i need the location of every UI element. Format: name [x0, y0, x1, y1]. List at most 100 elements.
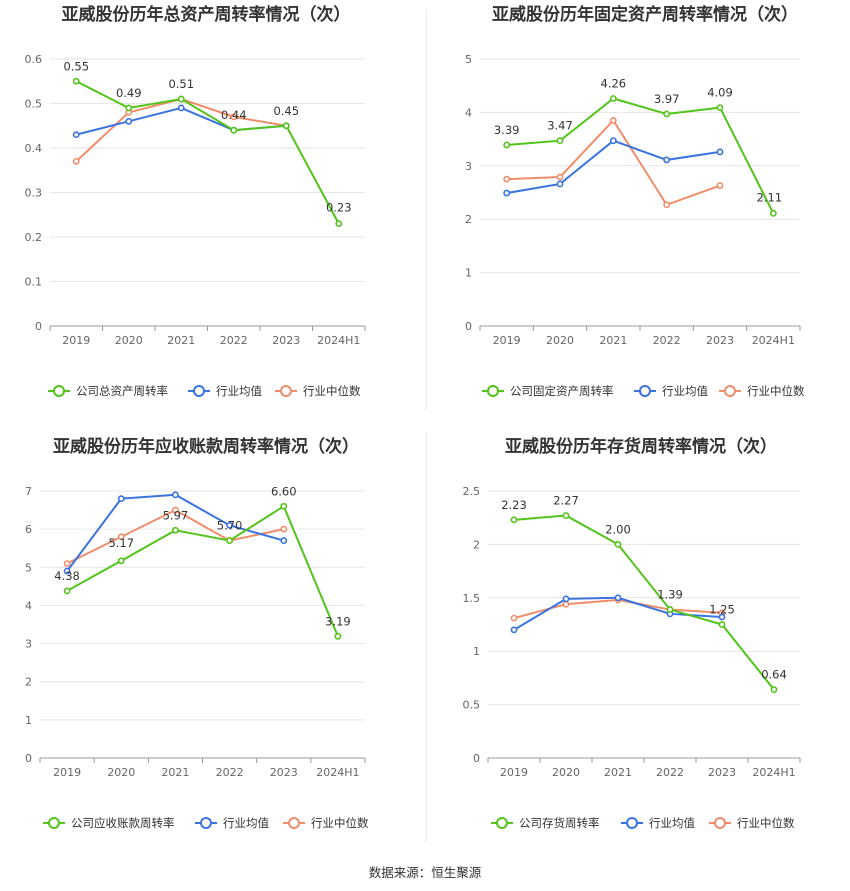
- y-tick-label: 1: [465, 267, 472, 280]
- chart-inventory-turnover: 亚威股份历年存货周转率情况（次） 0 0.5 1 1.5 2 2.5 2019 2020 2021…: [425, 432, 850, 864]
- data-point-company: [117, 557, 125, 565]
- data-point-median: [117, 533, 125, 541]
- x-tick-label: 2024H1: [316, 766, 359, 779]
- data-point-median: [63, 560, 71, 567]
- data-label: 4.38: [54, 569, 80, 583]
- y-tick-label: 0.3: [25, 187, 43, 200]
- data-point-company: [609, 95, 617, 102]
- data-point-median: [562, 600, 570, 608]
- y-tick-label: 3: [465, 160, 472, 173]
- data-point-company: [177, 95, 185, 103]
- y-tick-label: 0.1: [25, 276, 43, 289]
- data-source-text: 数据来源：恒生聚源: [368, 865, 482, 880]
- data-point-company: [172, 526, 179, 534]
- legend-marker: [288, 817, 300, 829]
- x-tick-label: 2021: [599, 334, 627, 347]
- x-tick-label: 2023: [270, 766, 298, 779]
- data-label: 1.39: [657, 588, 683, 602]
- data-label: 3.19: [325, 614, 351, 628]
- data-point-company: [663, 110, 671, 118]
- data-point-company: [63, 587, 71, 595]
- data-label: 2.23: [501, 498, 527, 512]
- data-point-company: [230, 126, 238, 134]
- x-tick-label: 2019: [53, 766, 81, 779]
- chart-title: 亚威股份历年应收账款周转率情况（次）: [53, 436, 359, 457]
- data-point-median: [230, 113, 238, 121]
- data-point-median: [663, 201, 671, 209]
- data-point-average: [716, 148, 724, 156]
- x-tick-label: 2019: [500, 766, 528, 779]
- data-point-company: [503, 141, 511, 149]
- data-label: 0.45: [273, 104, 299, 118]
- data-point-company: [125, 104, 133, 112]
- chart-title: 亚威股份历年存货周转率情况（次）: [505, 436, 777, 457]
- data-point-median: [556, 173, 564, 181]
- data-label: 6.60: [271, 484, 297, 498]
- chart-receivables-turnover: 亚威股份历年应收账款周转率情况（次） 0 1 2 3 4 5 6 7 2019 2020 2021 20…: [0, 432, 425, 864]
- x-tick-label: 2021: [161, 766, 189, 779]
- data-point-average: [172, 491, 179, 499]
- data-point-company: [282, 122, 290, 130]
- x-tick-label: 2024H1: [317, 334, 360, 347]
- data-point-average: [125, 117, 133, 125]
- y-tick-label: 6: [25, 523, 32, 536]
- series-line-company: [66, 504, 339, 637]
- data-label: 2.00: [605, 522, 631, 536]
- legend-label: 行业中位数: [303, 384, 361, 398]
- legend-marker: [724, 385, 736, 397]
- data-label: 0.44: [221, 108, 247, 122]
- legend-label: 行业中位数: [737, 816, 795, 830]
- data-label: 1.25: [709, 603, 735, 617]
- y-tick-label: 0: [35, 320, 42, 333]
- data-label: 2.27: [553, 494, 579, 508]
- x-tick-label: 2022: [656, 766, 684, 779]
- y-tick-label: 4: [465, 106, 472, 119]
- x-tick-label: 2021: [604, 766, 632, 779]
- y-tick-label: 1: [25, 714, 32, 727]
- x-tick-label: 2024H1: [752, 334, 795, 347]
- chart-title: 亚威股份历年总资产周转率情况（次）: [62, 4, 351, 25]
- data-label: 0.49: [116, 86, 142, 100]
- data-point-average: [510, 626, 518, 634]
- legend-marker: [639, 385, 651, 397]
- data-label: 4.09: [707, 86, 733, 100]
- legend-marker: [714, 817, 726, 829]
- data-point-company: [72, 77, 80, 85]
- data-point-median: [280, 525, 288, 533]
- legend-marker: [626, 817, 638, 829]
- y-tick-label: 0: [465, 320, 472, 333]
- y-tick-label: 0.5: [25, 98, 43, 111]
- data-label: 0.55: [63, 59, 89, 73]
- legend-label: 公司应收账款周转率: [71, 816, 175, 830]
- data-point-median: [72, 157, 80, 165]
- x-tick-label: 2021: [167, 334, 195, 347]
- data-point-company: [769, 209, 777, 217]
- data-point-company: [614, 541, 622, 548]
- data-point-average: [503, 189, 511, 197]
- legend-label: 行业均值: [223, 816, 269, 830]
- y-tick-label: 1: [473, 645, 480, 658]
- x-tick-label: 2020: [552, 766, 580, 779]
- y-tick-label: 2: [25, 676, 32, 689]
- legend-label: 行业中位数: [747, 384, 805, 398]
- data-point-average: [72, 131, 80, 139]
- data-point-average: [63, 567, 71, 575]
- y-tick-label: 2.5: [463, 485, 481, 498]
- chart-svg: 亚威股份历年应收账款周转率情况（次） 0 1 2 3 4 5 6 7 2019 2020 2021 20…: [25, 436, 369, 830]
- x-tick-label: 2020: [546, 334, 574, 347]
- y-tick-label: 0: [25, 752, 32, 765]
- series-line-company: [513, 514, 775, 691]
- data-point-average: [280, 537, 288, 544]
- data-label: 0.51: [168, 77, 194, 91]
- legend-marker: [193, 385, 205, 397]
- series-line-average: [506, 139, 721, 195]
- legend-label: 行业中位数: [311, 816, 369, 830]
- y-tick-label: 2: [473, 538, 480, 551]
- data-label: 5.70: [217, 519, 243, 533]
- x-tick-label: 2023: [708, 766, 736, 779]
- data-point-company: [666, 606, 674, 613]
- data-point-company: [335, 220, 343, 228]
- legend-marker: [48, 817, 60, 829]
- y-tick-label: 0.5: [463, 699, 481, 712]
- data-label: 3.47: [547, 119, 573, 133]
